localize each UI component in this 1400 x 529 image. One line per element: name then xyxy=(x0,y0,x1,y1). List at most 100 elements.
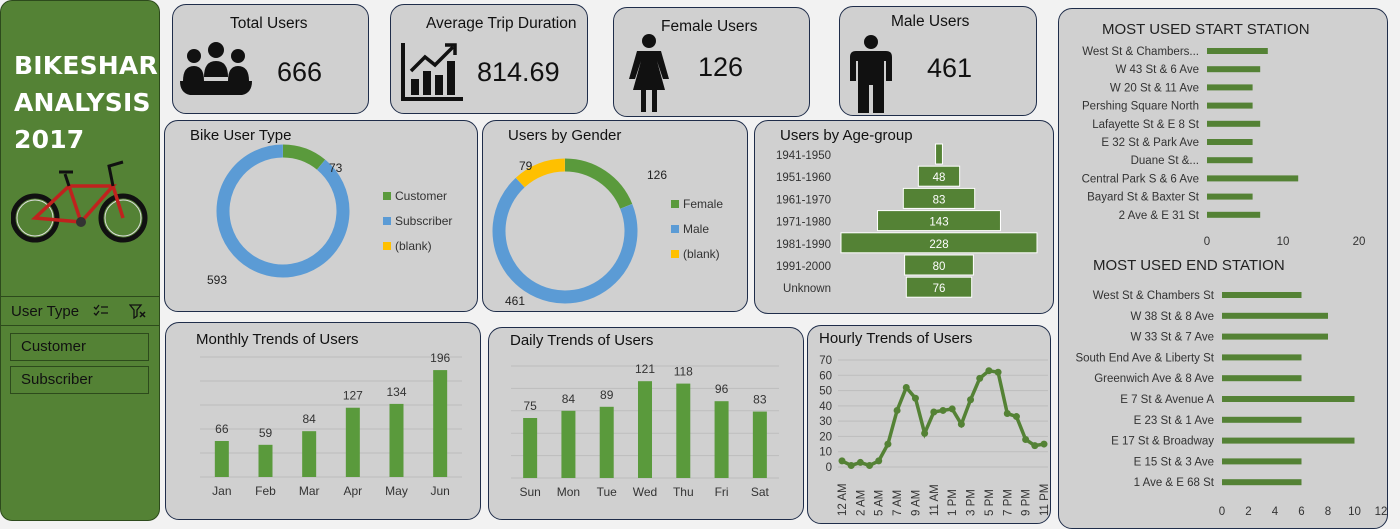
axis-tick-label: Lafayette St & E 8 St xyxy=(1092,119,1200,131)
end-station-title: MOST USED END STATION xyxy=(1093,257,1285,274)
legend-swatch xyxy=(383,217,391,225)
bar xyxy=(1207,175,1299,182)
data-label: 593 xyxy=(207,273,227,287)
daily-trends-chart: 75 Sun 84 Mon 89 Tue 121 Wed 118 Thu 96 Fri 83 Sat xyxy=(511,362,779,499)
kpi-title: Male Users xyxy=(891,13,970,30)
axis-tick-label: Apr xyxy=(343,484,362,498)
axis-tick-label: Thu xyxy=(673,485,694,499)
axis-tick-label: 11 AM xyxy=(929,484,941,516)
data-point xyxy=(902,384,910,392)
axis-tick-label: 1 PM xyxy=(947,489,959,516)
bar xyxy=(561,410,576,478)
data-point xyxy=(838,457,846,465)
slicer-item-customer[interactable]: Customer xyxy=(10,333,149,361)
axis-tick-label: Pershing Square North xyxy=(1082,101,1199,113)
data-label: 80 xyxy=(933,261,946,273)
slicer-item-subscriber[interactable]: Subscriber xyxy=(10,366,149,394)
axis-tick-label: 1961-1970 xyxy=(776,194,831,206)
data-point xyxy=(1003,410,1011,417)
bar xyxy=(1207,84,1253,91)
axis-tick-label: 20 xyxy=(1353,236,1366,248)
axis-tick-label: 5 PM xyxy=(984,489,996,516)
legend-swatch xyxy=(383,242,391,250)
axis-tick-label: South End Ave & Liberty St xyxy=(1075,352,1214,364)
donut-slice xyxy=(564,158,633,209)
legend-entry: Male xyxy=(683,222,709,236)
data-point xyxy=(985,367,993,375)
axis-tick-label: 10 xyxy=(1348,506,1361,518)
data-point xyxy=(911,394,919,402)
axis-tick-label: 40 xyxy=(819,401,832,413)
axis-tick-label: 5 AM xyxy=(874,490,886,516)
donut-slice xyxy=(492,177,638,304)
axis-tick-label: Sun xyxy=(519,485,540,499)
data-point xyxy=(994,368,1002,376)
axis-tick-label: W 33 St & 7 Ave xyxy=(1130,332,1214,344)
chart-title: Bike User Type xyxy=(190,127,292,144)
axis-tick-label: 7 AM xyxy=(892,490,904,516)
data-point xyxy=(1031,442,1039,450)
legend-swatch xyxy=(671,250,679,258)
kpi-value: 126 xyxy=(698,52,744,82)
clear-filter-icon[interactable] xyxy=(129,304,147,319)
bar xyxy=(1222,333,1328,340)
start-station-title: MOST USED START STATION xyxy=(1102,21,1310,38)
axis-tick-label: 20 xyxy=(819,431,832,443)
data-label: 196 xyxy=(430,351,450,365)
axis-tick-label: May xyxy=(385,484,408,498)
bar xyxy=(917,165,961,187)
end-station-chart: West St & Chambers St W 38 St & 8 Ave W 33… xyxy=(1075,290,1387,518)
axis-tick-label: 8 xyxy=(1325,506,1331,518)
bike-user-type-panel: Bike User Type 73 593 Customer Subscriber (b… xyxy=(164,120,478,312)
bar xyxy=(877,210,1001,232)
axis-tick-label: Tue xyxy=(597,485,618,499)
stations-panel: MOST USED START STATION West St & Chambe… xyxy=(1058,8,1388,529)
daily-trends-panel: Daily Trends of Users 75 Sun 84 Mon 89 Tue 121… xyxy=(488,327,804,520)
axis-tick-label: 2 xyxy=(1245,506,1251,518)
axis-tick-label: Mar xyxy=(299,484,320,498)
data-point xyxy=(930,408,938,416)
data-point xyxy=(921,429,929,437)
bar xyxy=(523,418,538,478)
axis-tick-label: E 17 St & Broadway xyxy=(1111,436,1214,448)
axis-tick-label: 1951-1960 xyxy=(776,172,831,184)
slicer-title: User Type xyxy=(11,303,80,320)
axis-tick-label: 1 Ave & E 68 St xyxy=(1134,477,1215,489)
chart-title: Hourly Trends of Users xyxy=(819,330,973,347)
hourly-trends-chart: 0 10 20 30 40 50 60 70 12 AM 2 AM 5 AM 7 AM 9 AM 11 A… xyxy=(819,355,1050,516)
chart-title: Daily Trends of Users xyxy=(510,332,654,349)
axis-tick-label: 30 xyxy=(819,416,832,428)
axis-tick-label: 4 xyxy=(1272,506,1279,518)
axis-tick-label: Central Park S & 6 Ave xyxy=(1082,173,1199,185)
axis-tick-label: 1941-1950 xyxy=(776,150,831,162)
users-by-age-chart: 1941-1950 1951-1960 48 1961-1970 83 1971-1980… xyxy=(776,143,1038,298)
legend-entry: Customer xyxy=(395,189,447,203)
axis-tick-label: Mon xyxy=(557,485,580,499)
bar xyxy=(676,383,691,478)
axis-tick-label: W 20 St & 11 Ave xyxy=(1110,82,1199,94)
data-point xyxy=(957,420,965,428)
kpi-total-users: Total Users 666 xyxy=(172,4,369,114)
data-label: 127 xyxy=(343,389,363,403)
kpi-title: Female Users xyxy=(661,18,758,35)
bar xyxy=(1222,292,1302,298)
axis-tick-label: Jun xyxy=(430,484,449,498)
legend-entry: Subscriber xyxy=(395,214,452,228)
data-label: 96 xyxy=(715,382,729,396)
data-label: 83 xyxy=(933,194,946,206)
donut-slice xyxy=(282,144,326,170)
axis-tick-label: W 38 St & 8 Ave xyxy=(1130,311,1214,323)
bike-user-type-donut: 73 593 Customer Subscriber (blank) xyxy=(207,144,452,287)
axis-tick-label: 10 xyxy=(819,447,832,459)
legend-swatch xyxy=(671,225,679,233)
axis-tick-label: 10 xyxy=(1277,236,1290,248)
female-icon xyxy=(629,34,669,112)
legend-swatch xyxy=(671,200,679,208)
data-label: 66 xyxy=(215,422,229,436)
bar xyxy=(214,441,229,477)
axis-tick-label: West St & Chambers... xyxy=(1082,46,1199,58)
legend-entry: (blank) xyxy=(395,239,432,253)
multi-select-icon[interactable] xyxy=(93,304,109,318)
data-point xyxy=(1012,413,1020,421)
axis-tick-label: W 43 St & 6 Ave xyxy=(1115,64,1199,76)
